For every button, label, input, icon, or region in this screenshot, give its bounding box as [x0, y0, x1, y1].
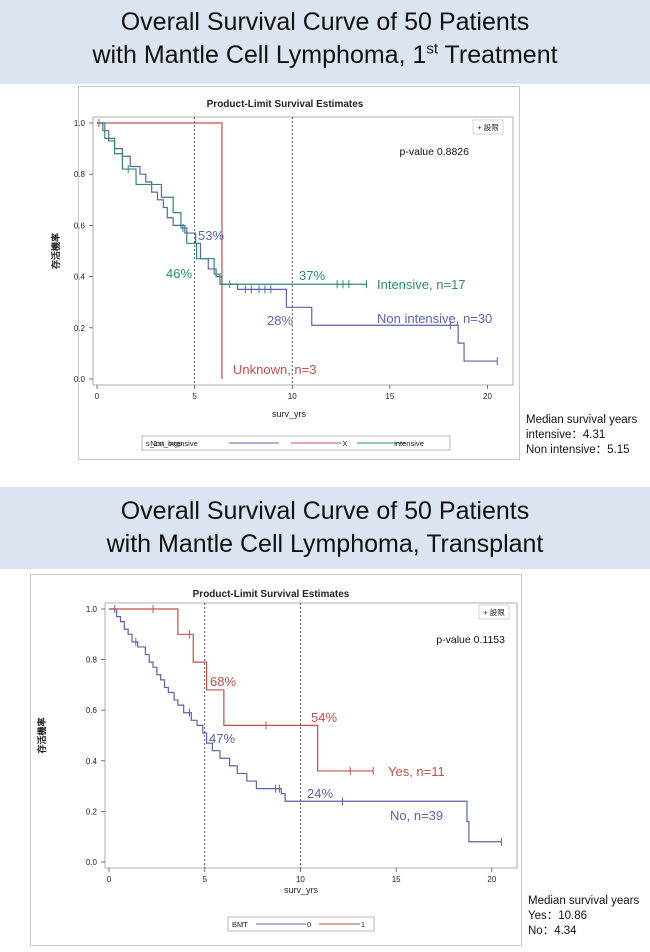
chart-title: Product-Limit Survival Estimates — [207, 99, 364, 110]
y-axis-label: 存活機率 — [36, 717, 47, 753]
banner1-line1: Overall Survival Curve of 50 Patients — [120, 8, 530, 36]
x-tick-label: 20 — [483, 392, 492, 401]
x-tick-label: 10 — [288, 392, 297, 401]
banner1-line2-sup: st — [426, 40, 439, 58]
banner1-line2-post: Treatment — [438, 41, 558, 69]
series-line-0 — [109, 608, 502, 843]
legend-entry: 1 — [361, 920, 365, 929]
x-tick-label: 0 — [95, 392, 100, 401]
p-value-label: p-value 0.1153 — [436, 634, 505, 646]
x-tick-label: 15 — [385, 392, 394, 401]
series-label-1: Yes, n=11 — [388, 764, 445, 779]
legend-entry: X — [342, 439, 347, 448]
p-value-label: p-value 0.8826 — [400, 146, 470, 158]
legend-title: s_1st_txgp — [146, 439, 182, 448]
chart2-panel: Product-Limit Survival Estimates 0.0 0.2 0.… — [30, 574, 522, 946]
x-tick-label: 5 — [192, 392, 197, 401]
chart1-banner: Overall Survival Curve of 50 Patients wi… — [0, 0, 650, 84]
y-tick-label: 0.4 — [74, 273, 86, 282]
median2-line2: No：4.34 — [528, 925, 577, 937]
x-tick-label: 15 — [392, 875, 401, 884]
series-label-0: No, n=39 — [390, 808, 443, 823]
censor-legend-label: + 設限 — [483, 607, 505, 617]
pct-label2-1: 54% — [311, 710, 337, 725]
legend-title: BMT — [232, 920, 248, 929]
x-axis-label: surv_yrs — [284, 885, 319, 895]
median2-title: Median survival years — [528, 895, 640, 907]
median1-line2: Non intensive：5.15 — [526, 444, 630, 456]
series-label-Non_intensive: Non intensive, n=30 — [377, 311, 492, 326]
legend-entry: Non_intensive — [150, 439, 198, 448]
plot-frame — [104, 602, 518, 869]
pct-label2-Non_intensive: 28% — [267, 313, 293, 328]
pct-label-0: 47% — [209, 731, 235, 746]
x-tick-label: 20 — [487, 875, 496, 884]
series-label-X: Unknown, n=3 — [233, 362, 316, 377]
y-tick-label: 0.8 — [86, 656, 98, 665]
series-line-1 — [109, 608, 374, 772]
median-survival-note-2: Median survival years Yes：10.86 No：4.34 — [528, 894, 639, 939]
y-tick-label: 0.0 — [74, 375, 86, 384]
censor-legend-box — [478, 604, 510, 620]
x-tick-label: 10 — [296, 875, 305, 884]
median2-line1: Yes：10.86 — [528, 910, 588, 922]
pct-label2-intensive: 37% — [299, 268, 325, 283]
median1-title: Median survival years — [526, 414, 638, 426]
banner1-line2: with Mantle Cell Lymphoma, 1st Treatment — [0, 39, 650, 72]
survival-chart-2: Product-Limit Survival Estimates 0.0 0.2 0.… — [36, 589, 518, 932]
y-tick-label: 0.8 — [74, 170, 86, 179]
legend-entry: 0 — [307, 920, 311, 929]
pct-label-1: 68% — [210, 674, 236, 689]
median-survival-note-1: Median survival years intensive：4.31 Non… — [526, 413, 637, 458]
legend-entry: intensive — [394, 439, 424, 448]
censor-legend-box — [472, 119, 504, 135]
series-line-X — [97, 122, 223, 379]
series-line-intensive — [97, 122, 367, 285]
chart1-panel: Product-Limit Survival Estimates 0.0 0.2 0.… — [50, 86, 520, 460]
banner2-line2: with Mantle Cell Lymphoma, Transplant — [106, 530, 544, 558]
series-label-intensive: Intensive, n=17 — [377, 277, 466, 292]
chart2-banner: Overall Survival Curve of 50 Patients wi… — [0, 487, 650, 569]
y-tick-label: 0.6 — [74, 221, 86, 230]
survival-chart-1: Product-Limit Survival Estimates 0.0 0.2 0.… — [50, 99, 514, 451]
banner2-line1: Overall Survival Curve of 50 Patients — [120, 497, 530, 525]
y-tick-label: 0.6 — [86, 706, 98, 715]
censor-legend-label: + 設限 — [477, 122, 499, 132]
y-tick-label: 0.0 — [86, 858, 98, 867]
pct-label2-0: 24% — [307, 786, 333, 801]
x-tick-label: 5 — [202, 875, 207, 884]
pct-label-intensive: 46% — [166, 266, 192, 281]
y-axis-label: 存活機率 — [50, 233, 61, 269]
y-tick-label: 1.0 — [86, 605, 98, 614]
y-tick-label: 0.2 — [74, 324, 86, 333]
x-tick-label: 0 — [107, 875, 112, 884]
y-tick-label: 1.0 — [74, 119, 86, 128]
x-axis-label: surv_yrs — [272, 409, 307, 419]
y-tick-label: 0.2 — [86, 807, 98, 816]
chart-title: Product-Limit Survival Estimates — [193, 589, 350, 600]
pct-label-Non_intensive: 53% — [198, 228, 224, 243]
y-tick-label: 0.4 — [86, 757, 98, 766]
median1-line1: intensive：4.31 — [526, 429, 606, 441]
plot-frame — [92, 116, 514, 386]
banner1-line2-pre: with Mantle Cell Lymphoma, 1 — [92, 41, 427, 69]
